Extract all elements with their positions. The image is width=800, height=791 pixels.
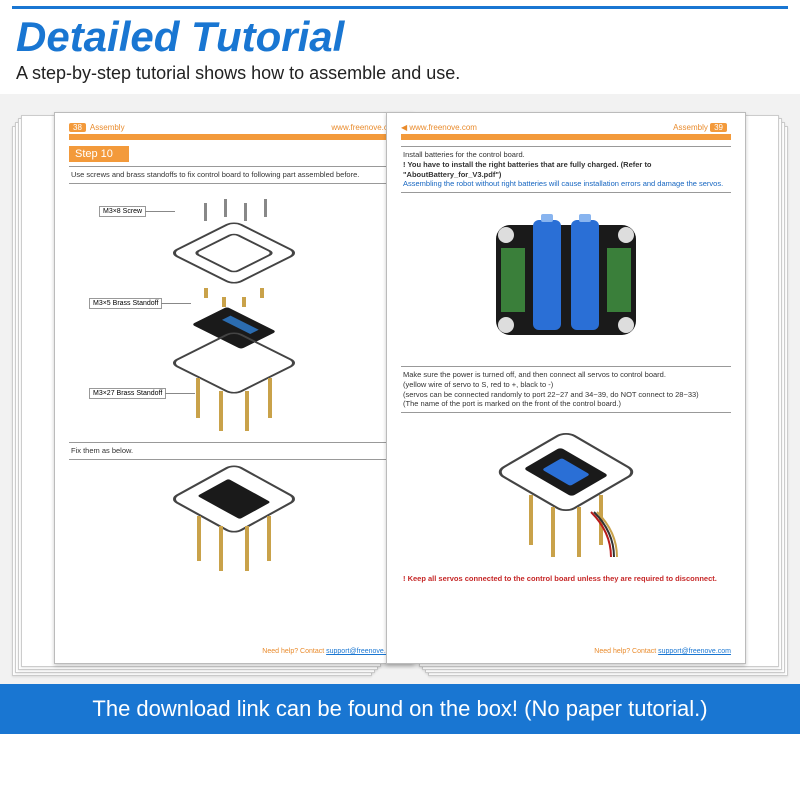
servo-connect-figure: [401, 417, 731, 567]
callout-screw: M3×8 Screw: [99, 206, 146, 217]
exploded-assembly-figure: M3×8 Screw M3×5 Brass Standoff M3×27 Bra…: [69, 188, 399, 438]
callout-standoff-long: M3×27 Brass Standoff: [89, 388, 166, 399]
page-number: 38: [69, 123, 86, 132]
page-footer-right: Need help? Contact support@freenove.com: [594, 648, 731, 655]
support-link[interactable]: support@freenove.com: [658, 648, 731, 655]
page-stack-left: 38Assembly www.freenove.com Step 10 Use …: [18, 112, 400, 666]
page-stack-right: ◀ www.freenove.com Assembly 39 Install b…: [400, 112, 782, 666]
page-subtitle: A step-by-step tutorial shows how to ass…: [0, 63, 800, 94]
book-area: 38 Assembly www.freenove.com Step 10 Use …: [0, 94, 800, 684]
battery-svg: [471, 200, 661, 360]
section-label: Assembly: [673, 123, 708, 132]
page-footer-left: Need help? Contact support@freenove.com: [262, 648, 399, 655]
assembled-figure: [69, 464, 399, 574]
warning-bottom: ! Keep all servos connected to the contr…: [401, 571, 731, 587]
download-banner: The download link can be found on the bo…: [0, 684, 800, 734]
page-number: 39: [710, 123, 727, 132]
instruction-bottom: Fix them as below.: [69, 442, 399, 460]
tutorial-page-right: ◀ www.freenove.com Assembly 39 Install b…: [386, 112, 746, 664]
page-header-left: 38Assembly www.freenove.com: [69, 123, 399, 134]
callout-standoff-short: M3×5 Brass Standoff: [89, 298, 162, 309]
battery-figure: [401, 197, 731, 362]
instruction-batteries: Install batteries for the control board.…: [401, 146, 731, 193]
servo-svg: [471, 417, 661, 567]
instruction-servos: Make sure the power is turned off, and t…: [401, 366, 731, 413]
instruction-top: Use screws and brass standoffs to fix co…: [69, 166, 399, 184]
step-label: Step 10: [69, 146, 129, 162]
section-label: Assembly: [90, 123, 125, 132]
page-title: Detailed Tutorial: [0, 9, 800, 63]
page-header-right: ◀ www.freenove.com Assembly 39: [401, 123, 731, 134]
page-url: www.freenove.com: [409, 123, 477, 132]
assembled-svg: [149, 464, 319, 574]
tutorial-page-left: 38Assembly www.freenove.com Step 10 Use …: [54, 112, 414, 664]
